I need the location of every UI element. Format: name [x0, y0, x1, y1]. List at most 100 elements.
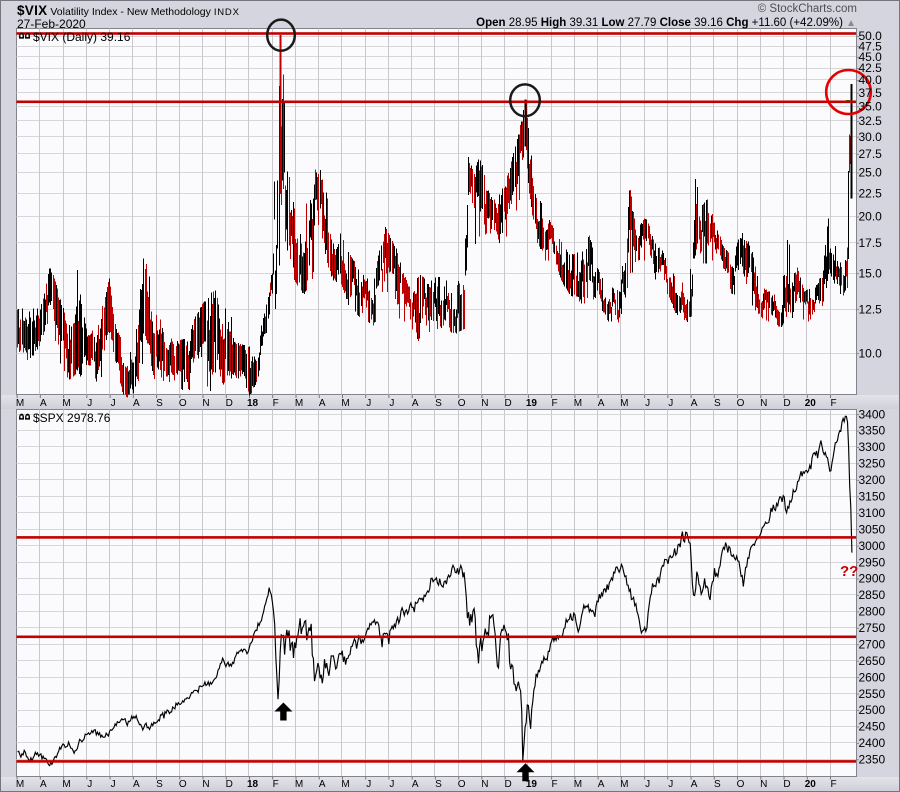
- svg-text:2350: 2350: [859, 753, 886, 767]
- svg-text:2850: 2850: [859, 588, 886, 602]
- svg-text:O: O: [737, 779, 745, 790]
- svg-text:N: N: [760, 779, 767, 790]
- svg-text:J: J: [389, 779, 394, 790]
- svg-text:2600: 2600: [859, 670, 886, 684]
- svg-text:19: 19: [526, 398, 538, 409]
- svg-text:M: M: [62, 398, 70, 409]
- svg-text:3150: 3150: [859, 490, 886, 504]
- svg-text:A: A: [412, 398, 419, 409]
- svg-text:37.5: 37.5: [859, 86, 883, 100]
- svg-text:J: J: [87, 398, 92, 409]
- svg-text:17.5: 17.5: [859, 236, 883, 250]
- svg-text:S: S: [714, 779, 721, 790]
- svg-text:J: J: [668, 779, 673, 790]
- svg-text:A: A: [133, 398, 140, 409]
- svg-text:47.5: 47.5: [859, 39, 883, 53]
- svg-text:A: A: [40, 779, 47, 790]
- svg-text:A: A: [319, 779, 326, 790]
- svg-text:20: 20: [805, 779, 817, 790]
- svg-text:M: M: [62, 779, 70, 790]
- svg-text:22.5: 22.5: [859, 187, 883, 201]
- svg-text:J: J: [668, 398, 673, 409]
- svg-text:J: J: [645, 779, 650, 790]
- svg-text:25.0: 25.0: [859, 166, 883, 180]
- svg-text:??: ??: [840, 563, 858, 580]
- svg-text:M: M: [574, 779, 582, 790]
- svg-text:O: O: [737, 398, 745, 409]
- svg-text:42.5: 42.5: [859, 61, 883, 75]
- svg-text:J: J: [645, 398, 650, 409]
- svg-text:3000: 3000: [859, 539, 886, 553]
- svg-text:O: O: [179, 779, 187, 790]
- svg-text:19: 19: [526, 779, 538, 790]
- svg-text:20: 20: [805, 398, 817, 409]
- svg-text:N: N: [760, 398, 767, 409]
- svg-text:50.0: 50.0: [859, 29, 883, 43]
- svg-text:2650: 2650: [859, 654, 886, 668]
- svg-text:D: D: [226, 398, 233, 409]
- svg-text:M: M: [16, 779, 24, 790]
- svg-text:10.0: 10.0: [859, 346, 883, 360]
- svg-text:2950: 2950: [859, 555, 886, 569]
- svg-text:M: M: [620, 398, 628, 409]
- svg-text:O: O: [179, 398, 187, 409]
- svg-text:D: D: [226, 779, 233, 790]
- svg-text:M: M: [341, 779, 349, 790]
- svg-text:2750: 2750: [859, 621, 886, 635]
- svg-text:A: A: [319, 398, 326, 409]
- svg-text:3400: 3400: [859, 407, 886, 421]
- svg-text:S: S: [714, 398, 721, 409]
- svg-text:15.0: 15.0: [859, 266, 883, 280]
- svg-text:N: N: [202, 779, 209, 790]
- svg-text:M: M: [574, 398, 582, 409]
- svg-text:2900: 2900: [859, 572, 886, 586]
- svg-text:M: M: [295, 398, 303, 409]
- svg-text:2700: 2700: [859, 638, 886, 652]
- svg-text:M: M: [341, 398, 349, 409]
- svg-text:N: N: [481, 779, 488, 790]
- svg-text:S: S: [156, 779, 163, 790]
- svg-text:S: S: [156, 398, 163, 409]
- svg-text:J: J: [366, 398, 371, 409]
- svg-text:18: 18: [247, 398, 259, 409]
- svg-text:2500: 2500: [859, 703, 886, 717]
- svg-text:N: N: [481, 398, 488, 409]
- svg-text:2400: 2400: [859, 736, 886, 750]
- svg-text:A: A: [598, 779, 605, 790]
- svg-text:F: F: [830, 779, 836, 790]
- svg-text:A: A: [691, 398, 698, 409]
- svg-text:32.5: 32.5: [859, 114, 883, 128]
- svg-text:D: D: [783, 779, 790, 790]
- svg-text:D: D: [504, 398, 511, 409]
- svg-text:3250: 3250: [859, 457, 886, 471]
- svg-text:D: D: [783, 398, 790, 409]
- svg-text:A: A: [133, 779, 140, 790]
- svg-text:S: S: [435, 398, 442, 409]
- svg-text:35.0: 35.0: [859, 100, 883, 114]
- svg-text:A: A: [412, 779, 419, 790]
- svg-text:18: 18: [247, 779, 259, 790]
- svg-text:J: J: [366, 779, 371, 790]
- svg-text:F: F: [552, 779, 558, 790]
- svg-text:F: F: [830, 398, 836, 409]
- svg-text:3300: 3300: [859, 440, 886, 454]
- svg-text:2450: 2450: [859, 720, 886, 734]
- svg-text:3350: 3350: [859, 424, 886, 438]
- svg-text:S: S: [435, 779, 442, 790]
- svg-text:3050: 3050: [859, 522, 886, 536]
- svg-text:D: D: [504, 779, 511, 790]
- svg-text:N: N: [202, 398, 209, 409]
- svg-text:F: F: [273, 779, 279, 790]
- svg-text:A: A: [598, 398, 605, 409]
- svg-text:O: O: [458, 398, 466, 409]
- svg-text:12.5: 12.5: [859, 302, 883, 316]
- svg-text:O: O: [458, 779, 466, 790]
- svg-text:45.0: 45.0: [859, 50, 883, 64]
- svg-text:3200: 3200: [859, 473, 886, 487]
- svg-text:2800: 2800: [859, 605, 886, 619]
- svg-text:40.0: 40.0: [859, 73, 883, 87]
- svg-text:J: J: [87, 779, 92, 790]
- svg-text:F: F: [273, 398, 279, 409]
- svg-text:F: F: [552, 398, 558, 409]
- svg-text:J: J: [111, 779, 116, 790]
